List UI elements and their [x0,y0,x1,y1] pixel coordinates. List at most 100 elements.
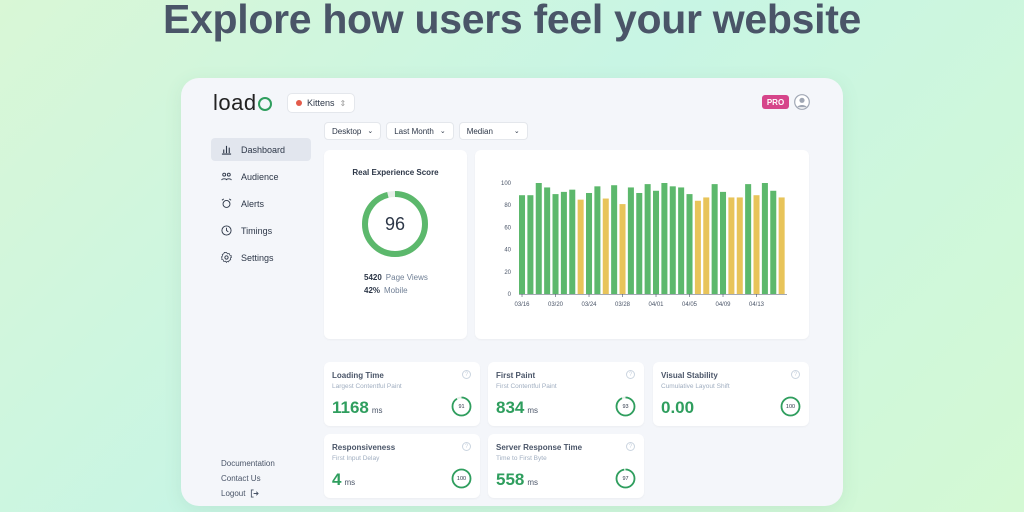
chart-bar[interactable] [703,197,710,294]
aggregate-filter[interactable]: Median ⌄ [458,122,528,140]
period-filter[interactable]: Last Month ⌄ [386,122,454,140]
chart-bar[interactable] [560,191,567,294]
y-tick-label: 100 [501,181,512,187]
chart-bar[interactable] [519,195,526,294]
logout-icon [251,489,260,498]
score-card: Real Experience Score 96 5420 Page Views … [324,150,467,339]
metric-card-server-response: Server Response Time Time to First Byte? 5… [488,434,644,498]
page-views-stat: 5420 Page Views [364,273,428,282]
chart-bar[interactable] [678,187,685,294]
sidebar-item-timings[interactable]: Timings [211,219,311,242]
metric-score: 100 [456,475,467,482]
sidebar-item-settings[interactable]: Settings [211,246,311,269]
chart-bar[interactable] [577,199,584,294]
logout-label: Logout [221,489,246,498]
chart-bar[interactable] [586,192,593,294]
contact-link[interactable]: Contact Us [221,474,261,483]
sidebar-item-alerts[interactable]: Alerts [211,192,311,215]
chart-bar[interactable] [644,184,651,294]
logout-link[interactable]: Logout [221,486,275,501]
chart-bar[interactable] [694,200,701,294]
logo[interactable]: load [213,90,272,116]
help-icon[interactable]: ? [626,370,635,379]
page-views-value: 5420 [364,273,382,282]
metric-score: 93 [622,403,629,410]
chart-bar[interactable] [602,198,609,294]
help-icon[interactable]: ? [462,370,471,379]
x-tick-label: 03/20 [548,302,564,308]
metric-value: 4 ms [332,470,355,490]
device-filter[interactable]: Desktop ⌄ [324,122,382,140]
chart-bar[interactable] [736,197,743,294]
chart-bar[interactable] [627,187,634,294]
sidebar-nav: Dashboard Audience Alerts Timings Settin… [211,138,311,273]
updown-chevron-icon: ⇕ [339,98,347,108]
chart-bar[interactable] [569,189,576,294]
x-tick-label: 04/09 [716,302,732,308]
chart-bar[interactable] [552,194,559,294]
app-window: load Kittens ⇕ PRO Dashboard Audience Al… [181,78,843,506]
metric-subtitle: Cumulative Layout Shift [661,383,730,390]
chart-bar[interactable] [669,186,676,294]
metric-number: 558 [496,470,525,489]
metric-subtitle: Time to First Byte [496,455,547,462]
metric-unit: ms [344,478,356,487]
metric-title: Responsiveness [332,443,396,452]
sidebar-item-label: Dashboard [241,144,286,155]
x-tick-label: 04/05 [682,302,698,308]
x-tick-label: 03/28 [615,302,631,308]
y-tick-label: 80 [504,203,511,209]
x-tick-label: 04/01 [649,302,665,308]
documentation-link[interactable]: Documentation [221,459,275,468]
chevron-down-icon: ⌄ [513,128,520,135]
chevron-down-icon: ⌄ [367,128,374,135]
metric-score-ring [451,468,472,489]
site-selector[interactable]: Kittens ⇕ [287,93,356,113]
chart-bar[interactable] [770,190,777,294]
help-icon[interactable]: ? [791,370,800,379]
chart-bar[interactable] [720,191,727,294]
gear-icon [221,252,232,263]
chart-bar[interactable] [661,183,668,294]
chart-bar[interactable] [527,195,534,294]
chart-bar[interactable] [778,197,785,294]
avatar[interactable] [794,94,810,110]
chart-bar[interactable] [653,190,660,294]
chart-bar[interactable] [711,184,718,294]
aggregate-filter-value: Median [466,126,493,136]
y-tick-label: 40 [504,248,511,254]
metric-card-loading-time: Loading Time Largest Contentful Paint? 116… [324,362,480,426]
sidebar-item-label: Timings [241,225,273,236]
hero-title: Explore how users feel your website [162,0,862,42]
mobile-label: Mobile [384,286,408,295]
metric-value: 834 ms [496,398,538,418]
metric-number: 834 [496,398,525,417]
help-icon[interactable]: ? [626,442,635,451]
chevron-down-icon: ⌄ [439,128,446,135]
metric-subtitle: First Contentful Paint [496,383,557,390]
score-value: 96 [384,213,406,234]
chart-bar[interactable] [728,197,735,294]
sidebar-item-label: Settings [241,252,274,263]
chart-bar[interactable] [686,194,693,294]
chart-bar[interactable] [636,192,643,294]
device-filter-value: Desktop [332,126,362,136]
page-views-label: Page Views [385,273,428,282]
mobile-value: 42% [364,286,381,295]
sidebar-item-dashboard[interactable]: Dashboard [211,138,311,161]
y-tick-label: 0 [508,292,512,298]
metric-unit: ms [527,478,539,487]
chart-bar[interactable] [761,183,768,294]
metric-number: 4 [332,470,342,489]
chart-bar[interactable] [594,186,601,294]
chart-bar[interactable] [745,184,752,294]
chart-bar[interactable] [753,195,760,294]
chart-bar[interactable] [619,204,626,294]
chart-bar[interactable] [544,187,551,294]
chart-bar[interactable] [611,185,618,294]
chart-bar[interactable] [535,183,542,294]
sidebar-item-audience[interactable]: Audience [211,165,311,188]
metric-card-first-paint: First Paint First Contentful Paint? 834 ms 9… [488,362,644,426]
help-icon[interactable]: ? [462,442,471,451]
x-tick-label: 03/24 [582,302,598,308]
